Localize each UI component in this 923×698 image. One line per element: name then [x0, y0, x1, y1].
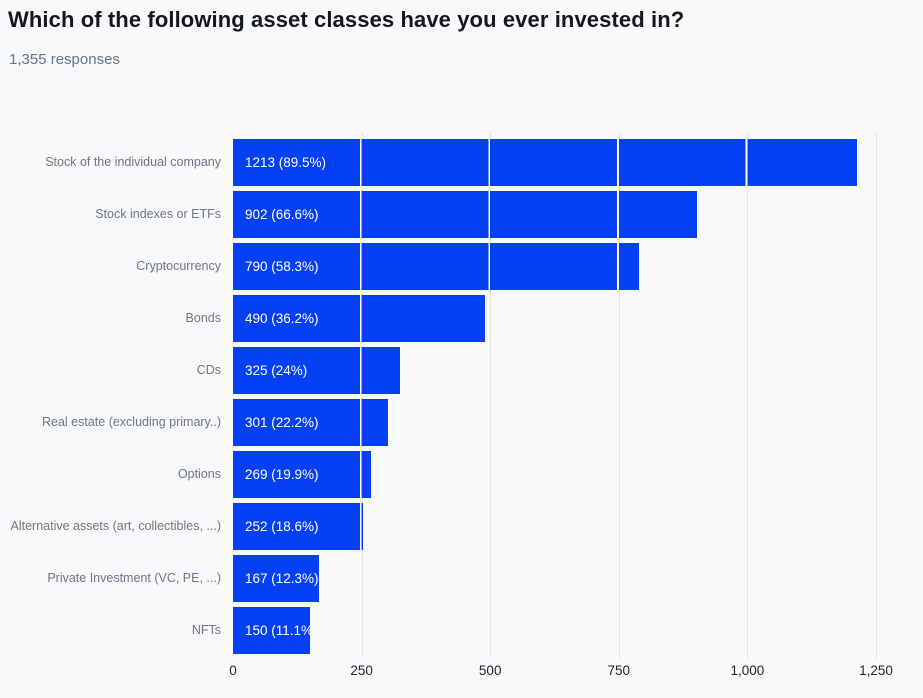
bar-row: Alternative assets (art, collectibles, .… — [0, 500, 923, 552]
category-label: Private Investment (VC, PE, ...) — [47, 571, 221, 585]
bar: 325 (24%) — [233, 346, 401, 394]
bar-track: 1213 (89.5%) — [233, 138, 923, 186]
bar-track: 269 (19.9%) — [233, 450, 923, 498]
category-label: Options — [177, 467, 221, 481]
bar-track: 167 (12.3%) — [233, 554, 923, 602]
bar-track: 150 (11.1%) — [233, 606, 923, 654]
category-label: NFTs — [191, 623, 221, 637]
bar-track: 301 (22.2%) — [233, 398, 923, 446]
bar-value-label: 325 (24%) — [245, 362, 308, 378]
bar-value-label: 790 (58.3%) — [245, 258, 319, 274]
bar-row: CDs 325 (24%) — [0, 344, 923, 396]
bar: 252 (18.6%) — [233, 502, 363, 550]
bar-chart: Stock of the individual company 1213 (89.… — [0, 132, 923, 691]
bar: 1213 (89.5%) — [233, 138, 857, 186]
response-count: 1,355 responses — [9, 51, 120, 68]
bar-value-label: 490 (36.2%) — [245, 310, 319, 326]
bar: 902 (66.6%) — [233, 190, 697, 238]
x-tick-label: 250 — [350, 663, 373, 678]
x-axis: 0 250 500 750 1,000 1,250 — [229, 663, 893, 681]
bar-row: Cryptocurrency 790 (58.3%) — [0, 240, 923, 292]
bar-track: 490 (36.2%) — [233, 294, 923, 342]
bar-row: Real estate (excluding primary..) 301 (22… — [0, 396, 923, 448]
x-tick-label: 1,000 — [730, 663, 765, 678]
bar-row: Options 269 (19.9%) — [0, 448, 923, 500]
bar-row: Bonds 490 (36.2%) — [0, 292, 923, 344]
x-tick-label: 500 — [478, 663, 502, 678]
bar-row: NFTs 150 (11.1%) — [0, 604, 923, 656]
bar-value-label: 902 (66.6%) — [245, 206, 319, 222]
bar-track: 325 (24%) — [233, 346, 923, 394]
bar-track: 252 (18.6%) — [233, 502, 923, 550]
bar-value-label: 1213 (89.5%) — [245, 154, 327, 170]
bar: 301 (22.2%) — [233, 398, 388, 446]
category-label: Stock indexes or ETFs — [95, 207, 221, 221]
category-label: Stock of the individual company — [45, 155, 221, 169]
bar-value-label: 301 (22.2%) — [245, 414, 319, 430]
bar: 790 (58.3%) — [233, 242, 640, 290]
bar: 167 (12.3%) — [233, 554, 319, 602]
category-label: CDs — [196, 363, 221, 377]
bar-value-label: 150 (11.1%) — [245, 622, 318, 638]
bar: 150 (11.1%) — [233, 606, 318, 654]
bar-row: Stock indexes or ETFs 902 (66.6%) — [0, 188, 923, 240]
bar-row: Private Investment (VC, PE, ...) 167 (12.… — [0, 552, 923, 604]
bar-value-label: 269 (19.9%) — [245, 466, 319, 482]
bar-track: 790 (58.3%) — [233, 242, 923, 290]
x-tick-label: 0 — [229, 663, 237, 678]
category-label: Cryptocurrency — [136, 259, 221, 273]
bar-row: Stock of the individual company 1213 (89.… — [0, 136, 923, 188]
bar-rows: Stock of the individual company 1213 (89.… — [0, 136, 923, 656]
category-label: Alternative assets (art, collectibles, .… — [10, 519, 222, 533]
bar-value-label: 167 (12.3%) — [245, 570, 319, 586]
x-tick-label: 1,250 — [859, 663, 893, 678]
bar-track: 902 (66.6%) — [233, 190, 923, 238]
chart-title: Which of the following asset classes hav… — [8, 7, 685, 32]
bar: 269 (19.9%) — [233, 450, 372, 498]
bar-value-label: 252 (18.6%) — [245, 518, 319, 534]
bar: 490 (36.2%) — [233, 294, 486, 342]
category-label: Real estate (excluding primary..) — [41, 415, 221, 429]
x-tick-label: 750 — [607, 663, 631, 678]
category-label: Bonds — [185, 311, 221, 325]
